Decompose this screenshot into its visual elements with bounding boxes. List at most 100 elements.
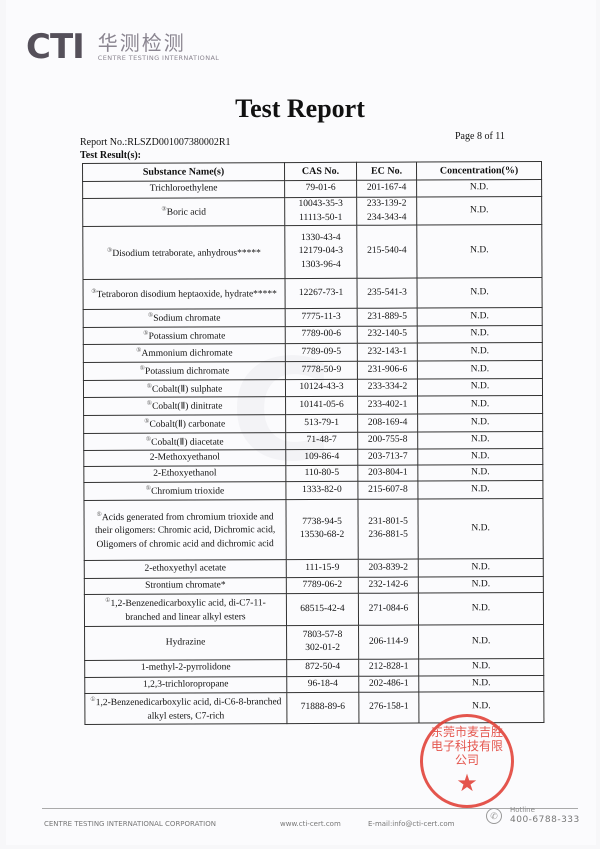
- ec-number: 233-402-1: [357, 396, 418, 415]
- cas-number-value: 79-01-6: [305, 183, 336, 194]
- table-row: ⑤Cobalt(Ⅱ) sulphate 10124-43-3 233-334-2 N.…: [83, 378, 543, 398]
- concentration: N.D.: [418, 658, 544, 676]
- cas-number: 872-50-4: [286, 659, 359, 677]
- cas-number: 7789-00-6: [285, 325, 358, 344]
- substance-name: ③Tetraboron disodium heptaoxide, hydrate…: [83, 278, 286, 310]
- concentration: N.D.: [417, 360, 543, 379]
- ec-number-value: 203-839-2: [368, 562, 409, 573]
- ec-number-value: 202-486-1: [368, 678, 409, 689]
- substance-name-text: Strontium chromate*: [145, 580, 226, 591]
- ec-number: 201-167-4: [356, 180, 417, 198]
- substance-name-text: Cobalt(Ⅱ) carbonate: [149, 419, 226, 430]
- concentration: N.D.: [418, 576, 544, 593]
- cas-number-value: 68515-42-4: [300, 603, 345, 614]
- table-row: Trichloroethylene 79-01-6 201-167-4 N.D.: [82, 179, 542, 199]
- concentration: N.D.: [416, 224, 543, 279]
- cas-number: 10124-43-3: [285, 378, 358, 397]
- table-row: ⑤Cobalt(Ⅱ) diacetate 71-48-7 200-755-8 N.D.: [83, 431, 543, 451]
- ec-number: 232-143-1: [357, 343, 418, 362]
- ec-number: 232-140-5: [357, 325, 418, 344]
- cas-number-value: 10043-35-3: [298, 198, 343, 210]
- logo-chinese: 华测检测: [97, 31, 186, 55]
- cas-number-value: 96-18-4: [307, 678, 338, 689]
- concentration: N.D.: [417, 448, 543, 466]
- substance-name-text: Boric acid: [166, 207, 207, 218]
- substance-name: ⑤Cobalt(Ⅱ) diacetate: [83, 432, 286, 451]
- cas-number-value: 513-79-1: [304, 417, 340, 428]
- substance-name: 2-Ethoxyethanol: [83, 465, 286, 483]
- ec-number: 233-139-2 234-343-4: [356, 197, 417, 226]
- concentration: N.D.: [417, 325, 543, 344]
- ec-number-value: 203-804-1: [368, 467, 408, 478]
- concentration: N.D.: [416, 179, 542, 198]
- substance-name: ①1,2-Benzenedicarboxylic acid, di-C6-8-b…: [84, 692, 287, 725]
- concentration: N.D.: [417, 307, 543, 326]
- logo-brand: CTI: [26, 27, 85, 67]
- cas-number: 7789-09-5: [285, 343, 358, 362]
- ec-number-value: 203-713-7: [367, 451, 408, 462]
- substance-name-text: Sodium chromate: [153, 313, 221, 324]
- ec-number: 203-839-2: [358, 558, 419, 578]
- substance-name-text: Ammonium dichromate: [141, 348, 233, 360]
- cas-number-value: 12179-04-3: [298, 246, 344, 257]
- cas-number-value: 10124-43-3: [299, 382, 344, 393]
- ec-number: 203-713-7: [357, 449, 418, 466]
- cas-number: 96-18-4: [286, 676, 359, 693]
- header-ec: EC No.: [356, 162, 417, 181]
- ec-number-value: 231-801-5: [368, 516, 408, 527]
- footer-website[interactable]: www.cti-cert.com: [280, 820, 341, 828]
- cas-number: 68515-42-4: [286, 593, 359, 626]
- ec-number-value: 234-343-4: [366, 212, 407, 223]
- table-row: ①1,2-Benzenedicarboxylic acid, di-C7-11-…: [84, 592, 544, 627]
- substance-name-text: 1-methyl-2-pyrrolidone: [140, 662, 231, 673]
- cas-number: 12267-73-1: [285, 278, 358, 309]
- concentration: N.D.: [417, 464, 543, 482]
- cas-number-value: 1330-43-4: [301, 232, 341, 243]
- footer-email[interactable]: E-mail:info@cti-cert.com: [368, 820, 455, 828]
- ec-number: 202-486-1: [358, 675, 419, 693]
- ec-number-value: 200-755-8: [367, 434, 408, 445]
- substance-name-text: Trichloroethylene: [149, 183, 218, 194]
- substance-name: ⑤Ammonium dichromate: [83, 343, 286, 363]
- cas-number-value: 12267-73-1: [298, 287, 344, 298]
- ec-number-value: 271-084-6: [368, 603, 409, 614]
- substance-name: 2-ethoxyethyl acetate: [84, 559, 287, 579]
- ec-number-value: 231-906-6: [367, 364, 408, 375]
- header-substance: Substance Name(s): [82, 162, 285, 182]
- concentration: N.D.: [418, 624, 544, 659]
- cas-number-value: 109-86-4: [304, 451, 340, 463]
- ec-number: 231-906-6: [357, 361, 418, 379]
- cas-number: 7738-94-5 13530-68-2: [285, 499, 359, 560]
- substance-name-text: Acids generated from chromium trioxide a…: [94, 511, 276, 550]
- ec-number-value: 201-167-4: [366, 182, 407, 194]
- cas-number: 109-86-4: [285, 449, 358, 466]
- substance-name: ⑤Acids generated from chromium trioxide …: [83, 499, 287, 561]
- table-row: 1-methyl-2-pyrrolidone 872-50-4 212-828-1 N…: [84, 658, 544, 678]
- table-row: Hydrazine 7803-57-8 302-01-2 206-114-9 N.D.: [84, 624, 544, 661]
- table-row: ③Tetraboron disodium heptaoxide, hydrate…: [83, 277, 543, 310]
- cti-logo: CTI 华测检测 CENTRE TESTING INTERNATIONAL: [26, 27, 219, 67]
- results-table: Substance Name(s) CAS No. EC No. Concent…: [82, 161, 544, 725]
- concentration: N.D.: [418, 558, 544, 577]
- table-row: ⑤Potassium chromate 7789-00-6 232-140-5 N.D…: [83, 325, 543, 345]
- table-row: ③Disodium tetraborate, anhydrous***** 133…: [82, 224, 543, 280]
- cas-number-value: 110-80-5: [304, 467, 340, 479]
- substance-name: Trichloroethylene: [82, 180, 285, 199]
- concentration: N.D.: [417, 342, 543, 362]
- concentration: N.D.: [417, 480, 543, 499]
- ec-number-value: 215-540-4: [367, 245, 407, 257]
- substance-name: ⑤Potassium chromate: [83, 326, 286, 345]
- substance-name-text: Tetraboron disodium heptaoxide, hydrate*…: [96, 289, 277, 301]
- ec-number: 215-540-4: [356, 225, 418, 279]
- substance-name: ⑤Cobalt(Ⅱ) carbonate: [83, 414, 286, 434]
- substance-name-text: 1,2-Benzenedicarboxylic acid, di-C6-8-br…: [95, 697, 282, 722]
- substance-name: 1,2,3-trichloropropane: [84, 676, 287, 694]
- substance-name: ①1,2-Benzenedicarboxylic acid, di-C7-11-…: [84, 593, 287, 627]
- ec-number: 235-541-3: [357, 278, 418, 309]
- concentration: N.D.: [417, 431, 543, 450]
- ec-number: 203-804-1: [357, 465, 418, 482]
- substance-name-text: 2-Methoxyethanol: [149, 452, 220, 463]
- concentration: N.D.: [417, 395, 543, 414]
- ec-number: 212-828-1: [358, 658, 419, 677]
- cas-number-value: 13530-68-2: [299, 530, 345, 541]
